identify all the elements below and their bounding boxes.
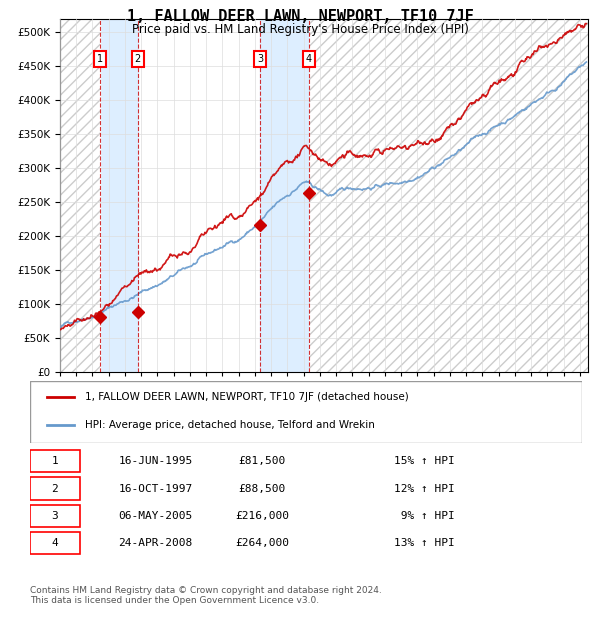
Text: £216,000: £216,000 (235, 511, 289, 521)
FancyBboxPatch shape (30, 505, 80, 527)
Text: £88,500: £88,500 (238, 484, 286, 494)
Text: 1, FALLOW DEER LAWN, NEWPORT, TF10 7JF (detached house): 1, FALLOW DEER LAWN, NEWPORT, TF10 7JF (… (85, 392, 409, 402)
Text: 9% ↑ HPI: 9% ↑ HPI (394, 511, 455, 521)
Text: 1: 1 (97, 55, 103, 64)
Bar (60, 19, 100, 372)
Text: 1: 1 (52, 456, 58, 466)
Bar (260, 19, 309, 372)
FancyBboxPatch shape (30, 477, 80, 500)
Text: 4: 4 (305, 55, 312, 64)
Text: 16-OCT-1997: 16-OCT-1997 (118, 484, 193, 494)
Text: Price paid vs. HM Land Registry's House Price Index (HPI): Price paid vs. HM Land Registry's House … (131, 23, 469, 36)
FancyBboxPatch shape (30, 381, 582, 443)
Text: 06-MAY-2005: 06-MAY-2005 (118, 511, 193, 521)
Text: 13% ↑ HPI: 13% ↑ HPI (394, 538, 455, 548)
Bar (309, 19, 588, 372)
Text: 16-JUN-1995: 16-JUN-1995 (118, 456, 193, 466)
Text: 15% ↑ HPI: 15% ↑ HPI (394, 456, 455, 466)
Text: 12% ↑ HPI: 12% ↑ HPI (394, 484, 455, 494)
Text: 24-APR-2008: 24-APR-2008 (118, 538, 193, 548)
Text: HPI: Average price, detached house, Telford and Wrekin: HPI: Average price, detached house, Telf… (85, 420, 375, 430)
Text: £81,500: £81,500 (238, 456, 286, 466)
Text: 3: 3 (52, 511, 58, 521)
Bar (100, 19, 138, 372)
Text: 1, FALLOW DEER LAWN, NEWPORT, TF10 7JF: 1, FALLOW DEER LAWN, NEWPORT, TF10 7JF (127, 9, 473, 24)
Text: £264,000: £264,000 (235, 538, 289, 548)
FancyBboxPatch shape (30, 532, 80, 554)
Text: 3: 3 (257, 55, 263, 64)
Text: 4: 4 (52, 538, 58, 548)
Text: 2: 2 (134, 55, 141, 64)
FancyBboxPatch shape (30, 450, 80, 472)
Text: 2: 2 (52, 484, 58, 494)
Bar (60, 19, 100, 372)
Text: Contains HM Land Registry data © Crown copyright and database right 2024.
This d: Contains HM Land Registry data © Crown c… (30, 586, 382, 605)
